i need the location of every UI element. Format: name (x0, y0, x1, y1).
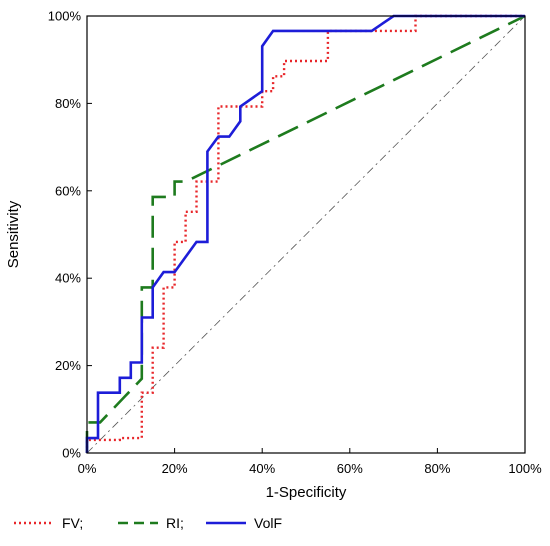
x-tick-label: 0% (78, 461, 97, 476)
x-tick-label: 60% (337, 461, 363, 476)
legend-label-volf: VolF (254, 515, 282, 531)
x-tick-label: 40% (249, 461, 275, 476)
y-tick-label: 80% (55, 96, 81, 111)
x-axis-label: 1-Specificity (266, 484, 347, 501)
series-line-fv (85, 14, 525, 453)
y-axis-ticks: 0% 20% 40% 60% 80% 100% (48, 9, 92, 461)
reference-layer (86, 15, 526, 454)
plot-area-frame (86, 15, 526, 454)
y-tick-label: 20% (55, 358, 81, 373)
y-tick-label: 0% (62, 446, 81, 461)
y-axis-label: Sensitivity (5, 200, 22, 268)
series-line-volf (85, 14, 525, 453)
series-layer (85, 14, 526, 453)
x-tick-label: 20% (162, 461, 188, 476)
legend-label-ri: RI; (166, 515, 184, 531)
y-tick-label: 100% (48, 9, 82, 24)
x-axis-ticks: 0% 20% 40% 60% 80% 100% (78, 448, 542, 476)
legend-label-fv: FV; (62, 515, 83, 531)
legend: FV; RI; VolF (14, 515, 282, 531)
x-tick-label: 80% (424, 461, 450, 476)
y-tick-label: 60% (55, 183, 81, 198)
x-tick-label: 100% (508, 461, 542, 476)
y-tick-label: 40% (55, 271, 81, 286)
reference-diagonal-line (86, 15, 526, 454)
